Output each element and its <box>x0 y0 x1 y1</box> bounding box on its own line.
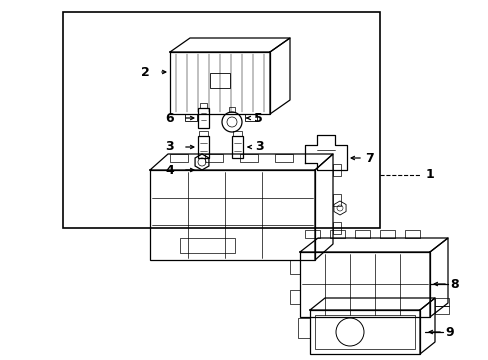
Bar <box>200 103 206 108</box>
Bar <box>184 114 197 121</box>
Text: 9: 9 <box>445 325 453 338</box>
Bar <box>332 222 340 234</box>
Bar <box>354 230 369 238</box>
Bar <box>309 310 419 354</box>
Bar <box>332 194 340 206</box>
Text: 6: 6 <box>165 112 174 125</box>
Text: 3: 3 <box>165 140 174 153</box>
Bar <box>434 298 448 306</box>
Bar <box>209 73 229 88</box>
Bar <box>204 154 223 162</box>
Text: 3: 3 <box>255 140 264 153</box>
Bar <box>232 131 242 136</box>
Bar <box>332 164 340 176</box>
Bar <box>404 230 419 238</box>
Bar <box>244 114 257 121</box>
Bar <box>305 230 319 238</box>
Bar <box>228 107 235 112</box>
Bar <box>314 315 414 349</box>
Bar <box>170 52 269 114</box>
Bar <box>199 131 207 136</box>
Bar <box>274 154 292 162</box>
Bar <box>297 318 309 338</box>
Text: 1: 1 <box>425 168 433 181</box>
Bar <box>434 306 448 314</box>
Text: 7: 7 <box>365 152 374 165</box>
Text: 8: 8 <box>450 278 458 291</box>
Bar <box>231 136 243 158</box>
Bar <box>289 290 299 304</box>
Text: 2: 2 <box>141 66 149 78</box>
Text: 4: 4 <box>165 163 174 176</box>
Bar <box>150 170 314 260</box>
Bar <box>329 230 345 238</box>
Bar <box>240 154 258 162</box>
Bar <box>289 260 299 274</box>
Bar <box>170 154 187 162</box>
Bar <box>63 12 379 228</box>
Bar <box>180 238 235 253</box>
Text: 5: 5 <box>253 112 262 125</box>
Bar <box>299 252 429 317</box>
Bar <box>198 136 208 158</box>
Bar <box>379 230 394 238</box>
Bar <box>198 108 208 128</box>
